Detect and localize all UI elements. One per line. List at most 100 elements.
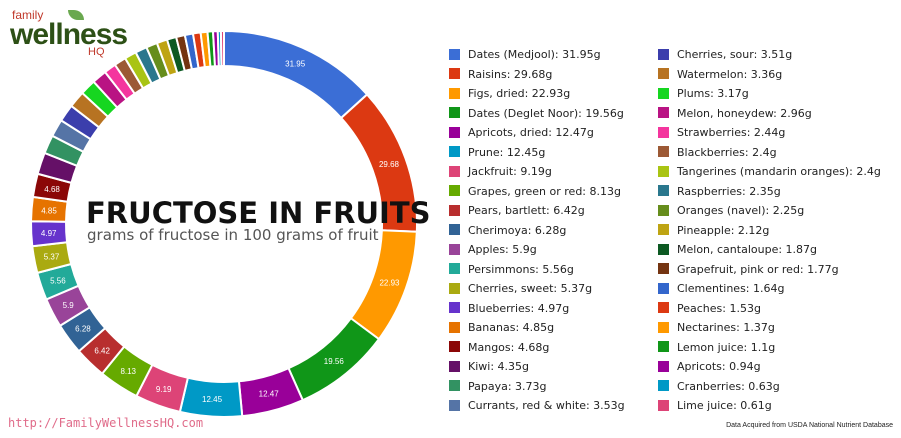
slice-data-label: 8.13 xyxy=(120,367,136,376)
slice-data-label: 12.45 xyxy=(202,395,223,404)
legend-swatch xyxy=(658,399,669,411)
legend-item: Peaches: 1.53g xyxy=(658,302,761,315)
legend-swatch xyxy=(449,360,460,372)
legend-item: Currants, red & white: 3.53g xyxy=(449,399,625,412)
slice-data-label: 19.56 xyxy=(324,357,345,366)
legend-item: Mangos: 4.68g xyxy=(449,341,549,354)
legend-label: Dates (Medjool): 31.95g xyxy=(468,48,601,61)
legend-swatch xyxy=(449,185,460,196)
legend-swatch xyxy=(658,68,669,79)
brand-logo: family wellness HQ xyxy=(8,8,138,60)
legend-item: Lemon juice: 1.1g xyxy=(658,341,775,354)
slice-data-label: 31.95 xyxy=(285,60,306,69)
slice-data-label: 12.47 xyxy=(259,390,280,399)
slice-data-label: 4.85 xyxy=(41,206,57,215)
slice-data-label: 5.9 xyxy=(63,301,75,310)
legend-item: Papaya: 3.73g xyxy=(449,380,547,393)
chart-subtitle: grams of fructose in 100 grams of fruit xyxy=(87,226,379,244)
legend-swatch xyxy=(449,224,460,235)
legend-item: Clementines: 1.64g xyxy=(658,282,784,295)
legend-item: Apples: 5.9g xyxy=(449,243,537,256)
legend-label: Raisins: 29.68g xyxy=(468,67,553,81)
legend-item: Tangerines (mandarin oranges): 2.4g xyxy=(658,165,881,178)
legend-item: Grapes, green or red: 8.13g xyxy=(449,185,621,198)
logo-text-family: family xyxy=(12,8,44,22)
legend-swatch xyxy=(449,282,460,294)
slice-data-label: 6.28 xyxy=(75,324,91,333)
legend-swatch xyxy=(449,87,460,99)
legend-swatch xyxy=(449,146,460,157)
legend-label: Papaya: 3.73g xyxy=(468,379,547,393)
legend-label: Jackfruit: 9.19g xyxy=(468,165,552,178)
legend-swatch xyxy=(449,204,460,216)
legend-swatch xyxy=(658,263,669,274)
legend-swatch xyxy=(658,146,669,157)
legend-label: Pears, bartlett: 6.42g xyxy=(468,204,585,217)
slice-data-label: 4.97 xyxy=(41,229,57,238)
legend-label: Cherimoya: 6.28g xyxy=(468,223,567,237)
slice-data-label: 22.93 xyxy=(379,278,400,287)
site-url: http://FamilyWellnessHQ.com xyxy=(8,416,204,430)
legend-label: Cherries, sweet: 5.37g xyxy=(468,282,593,295)
legend-swatch xyxy=(449,399,460,411)
slice-data-label: 5.56 xyxy=(50,277,66,286)
legend-item: Cherries, sour: 3.51g xyxy=(658,48,792,61)
legend-label: Apricots, dried: 12.47g xyxy=(468,126,594,139)
legend-label: Tangerines (mandarin oranges): 2.4g xyxy=(677,165,881,178)
chart-title: FRUCTOSE IN FRUITS xyxy=(86,196,431,230)
legend-item: Dates (Deglet Noor): 19.56g xyxy=(449,107,624,120)
logo-text-wellness: wellness xyxy=(10,18,128,51)
legend-label: Lime juice: 0.61g xyxy=(677,399,772,412)
leaf-icon xyxy=(68,10,84,20)
legend-swatch xyxy=(658,302,669,313)
legend-label: Pineapple: 2.12g xyxy=(677,223,770,237)
legend-item: Dates (Medjool): 31.95g xyxy=(449,48,601,61)
legend-swatch xyxy=(449,243,460,255)
legend-label: Cranberries: 0.63g xyxy=(677,379,780,393)
slice-data-label: 9.19 xyxy=(156,385,172,394)
legend-item: Pears, bartlett: 6.42g xyxy=(449,204,585,217)
legend-label: Grapes, green or red: 8.13g xyxy=(468,184,621,198)
logo-text-hq: HQ xyxy=(88,46,105,58)
legend-item: Cranberries: 0.63g xyxy=(658,380,780,393)
legend-item: Grapefruit, pink or red: 1.77g xyxy=(658,263,839,276)
legend-item: Cherries, sweet: 5.37g xyxy=(449,282,592,295)
legend-label: Melon, honeydew: 2.96g xyxy=(677,106,812,120)
legend-item: Oranges (navel): 2.25g xyxy=(658,204,804,217)
legend-label: Blueberries: 4.97g xyxy=(468,301,570,315)
legend-label: Kiwi: 4.35g xyxy=(468,360,529,373)
legend-item: Cherimoya: 6.28g xyxy=(449,224,566,237)
legend-label: Peaches: 1.53g xyxy=(677,301,761,315)
legend-item: Lime juice: 0.61g xyxy=(658,399,772,412)
legend-swatch xyxy=(658,185,669,196)
legend-label: Apples: 5.9g xyxy=(468,243,537,256)
legend-label: Clementines: 1.64g xyxy=(677,282,785,295)
legend-swatch xyxy=(658,243,669,255)
legend-swatch xyxy=(658,48,669,60)
legend-swatch xyxy=(449,302,460,313)
legend-item: Prune: 12.45g xyxy=(449,146,545,159)
legend-swatch xyxy=(658,380,669,391)
legend-label: Prune: 12.45g xyxy=(468,145,546,159)
legend-swatch xyxy=(449,263,460,274)
legend-item: Bananas: 4.85g xyxy=(449,321,554,334)
legend-label: Persimmons: 5.56g xyxy=(468,262,574,276)
legend-label: Plums: 3.17g xyxy=(677,87,749,100)
legend-label: Nectarines: 1.37g xyxy=(677,321,775,334)
legend-swatch xyxy=(658,341,669,352)
legend-swatch xyxy=(658,126,669,138)
legend-swatch xyxy=(658,360,669,372)
donut-slice xyxy=(219,29,225,68)
legend-swatch xyxy=(658,165,669,177)
legend-item: Kiwi: 4.35g xyxy=(449,360,529,373)
slice-data-label: 5.37 xyxy=(44,252,60,261)
legend-swatch xyxy=(658,107,669,118)
legend-label: Lemon juice: 1.1g xyxy=(677,340,776,354)
legend-item: Pineapple: 2.12g xyxy=(658,224,769,237)
legend-item: Persimmons: 5.56g xyxy=(449,263,574,276)
legend-item: Raspberries: 2.35g xyxy=(658,185,781,198)
legend-label: Blackberries: 2.4g xyxy=(677,145,777,159)
legend-swatch xyxy=(658,204,669,216)
legend-label: Bananas: 4.85g xyxy=(468,321,555,334)
legend-item: Raisins: 29.68g xyxy=(449,68,552,81)
